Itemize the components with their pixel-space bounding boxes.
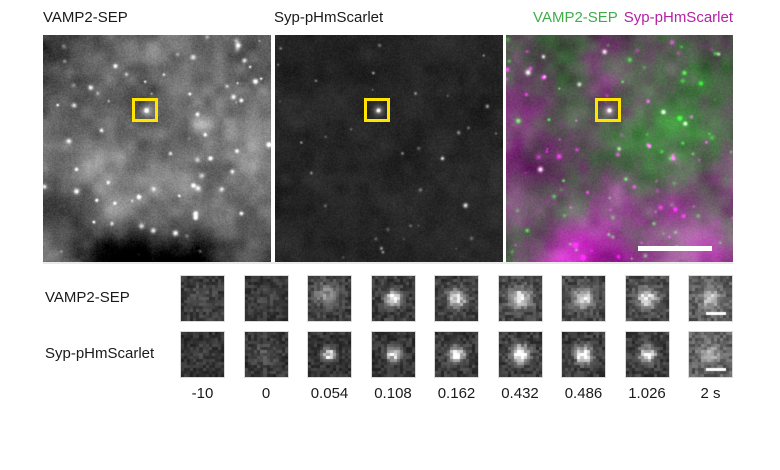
- montage-tile-image: [435, 276, 478, 321]
- montage-tile-vamp2-sep-0: [181, 276, 224, 321]
- montage-tile-image: [689, 332, 732, 377]
- vamp2-sep-micrograph: [43, 35, 271, 262]
- montage-tile-vamp2-sep-7: [626, 276, 669, 321]
- montage-tile-image: [499, 332, 542, 377]
- montage-tile-image: [435, 332, 478, 377]
- montage-tile-image: [562, 276, 605, 321]
- montage-row-label-syp-phmscarlet: Syp-pHmScarlet: [45, 345, 155, 362]
- montage-tile-syp-phmscarlet-6: [562, 332, 605, 377]
- time-label-1: 0: [261, 385, 271, 402]
- montage-tile-syp-phmscarlet-0: [181, 332, 224, 377]
- merge-micrograph: [506, 35, 733, 262]
- time-label-4: 0.162: [437, 385, 476, 402]
- montage-tile-syp-phmscarlet-8: [689, 332, 732, 377]
- montage-tile-vamp2-sep-4: [435, 276, 478, 321]
- time-label-2: 0.054: [310, 385, 349, 402]
- merge-title-vamp2-sep: VAMP2-SEP: [533, 9, 618, 26]
- panel-title-merge: VAMP2-SEP Syp-pHmScarlet: [533, 9, 733, 27]
- montage-tile-image: [372, 276, 415, 321]
- time-label-8: 2 s: [700, 385, 721, 402]
- roi-box: [595, 98, 621, 122]
- scale-bar: [638, 246, 712, 251]
- panel-title-vamp2-sep: VAMP2-SEP: [43, 9, 128, 26]
- montage-tile-image: [562, 332, 605, 377]
- montage-tile-image: [689, 276, 732, 321]
- montage-tile-vamp2-sep-3: [372, 276, 415, 321]
- montage-tile-syp-phmscarlet-4: [435, 332, 478, 377]
- time-label-5: 0.432: [501, 385, 539, 402]
- roi-box: [132, 98, 158, 122]
- montage-row-label-vamp2-sep: VAMP2-SEP: [45, 289, 130, 306]
- montage-tile-image: [499, 276, 542, 321]
- panel-title-syp-phmscarlet: Syp-pHmScarlet: [274, 9, 384, 26]
- montage-tile-image: [245, 332, 288, 377]
- syp-phmscarlet-micrograph: [275, 35, 503, 262]
- merge-title-syp-phmscarlet: Syp-pHmScarlet: [623, 9, 733, 26]
- montage-tile-vamp2-sep-5: [499, 276, 542, 321]
- roi-box: [364, 98, 390, 122]
- time-label-6: 0.486: [564, 385, 603, 402]
- panel-vamp2-sep: [43, 35, 271, 262]
- montage-tile-vamp2-sep-2: [308, 276, 351, 321]
- montage-tile-image: [626, 276, 669, 321]
- time-label-3: 0.108: [374, 385, 412, 402]
- montage-tile-image: [372, 332, 415, 377]
- montage-tile-vamp2-sep-1: [245, 276, 288, 321]
- montage-tile-image: [626, 332, 669, 377]
- panel-bottom-edge: [43, 262, 733, 264]
- time-label-0: -10: [191, 385, 214, 402]
- montage-tile-syp-phmscarlet-1: [245, 332, 288, 377]
- montage-tile-image: [245, 276, 288, 321]
- montage-tile-syp-phmscarlet-7: [626, 332, 669, 377]
- montage-tile-syp-phmscarlet-2: [308, 332, 351, 377]
- montage-tile-syp-phmscarlet-5: [499, 332, 542, 377]
- montage-tile-image: [181, 276, 224, 321]
- panel-syp-phmscarlet: [275, 35, 503, 262]
- montage-tile-image: [308, 276, 351, 321]
- montage-tile-vamp2-sep-6: [562, 276, 605, 321]
- montage-tile-image: [181, 332, 224, 377]
- time-label-7: 1.026: [628, 385, 666, 402]
- montage-tile-syp-phmscarlet-3: [372, 332, 415, 377]
- montage-tile-image: [308, 332, 351, 377]
- panel-merge: [506, 35, 733, 262]
- montage-tile-vamp2-sep-8: [689, 276, 732, 321]
